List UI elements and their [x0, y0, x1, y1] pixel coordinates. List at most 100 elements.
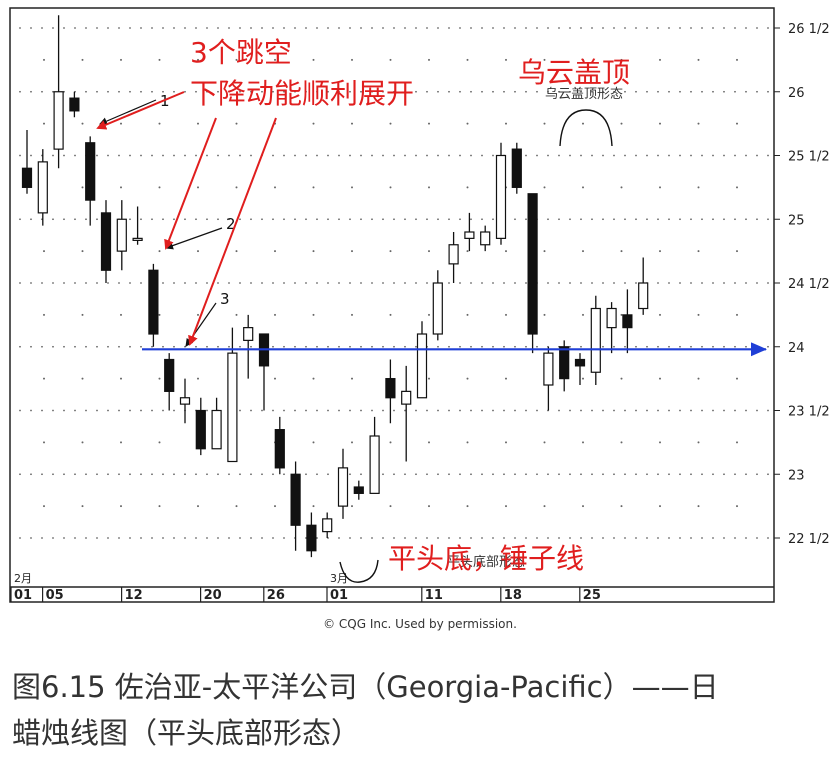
grid-dot	[613, 27, 615, 29]
grid-dot	[129, 90, 131, 93]
grid-dot	[745, 218, 747, 221]
candle-body-black	[527, 193, 538, 335]
candle-body-white	[322, 518, 333, 533]
grid-dot	[351, 122, 353, 125]
grid-dot	[525, 154, 527, 157]
grid-dot	[635, 218, 637, 221]
grid-dot	[140, 154, 142, 157]
grid-dot	[536, 409, 538, 412]
grid-dot	[393, 345, 395, 348]
grid-dot	[120, 505, 122, 508]
grid-dot	[283, 537, 285, 539]
grid-dot	[767, 282, 769, 284]
y-tick-label: 26	[788, 86, 805, 101]
grid-dot	[63, 473, 65, 476]
grid-dot	[162, 282, 164, 284]
grid-dot	[679, 345, 681, 348]
candle-body-white	[464, 231, 475, 239]
grid-dot	[312, 505, 315, 508]
grid-dot	[426, 473, 428, 476]
grid-dot	[250, 90, 252, 93]
grid-dot	[492, 27, 494, 29]
grid-dot	[459, 409, 461, 412]
grid-dot	[736, 377, 738, 380]
grid-dot	[173, 90, 175, 93]
grid-dot	[228, 537, 230, 539]
grid-dot	[536, 90, 538, 93]
grid-dot	[723, 409, 725, 412]
grid-dot	[52, 27, 54, 29]
grid-dot	[118, 537, 120, 539]
grid-dot	[19, 537, 21, 539]
grid-dot	[184, 90, 186, 93]
grid-dot	[151, 409, 153, 412]
grid-dot	[448, 282, 450, 284]
grid-dot	[679, 473, 681, 476]
grid-dot	[393, 409, 395, 412]
candle-body-white	[211, 409, 222, 450]
month-label: 3月	[330, 572, 348, 585]
grid-dot	[701, 345, 703, 348]
grid-dot	[525, 218, 527, 221]
grid-dot	[217, 218, 219, 221]
grid-dot	[466, 313, 469, 316]
grid-dot	[327, 27, 329, 29]
grid-dot	[63, 537, 65, 539]
grid-dot	[19, 282, 21, 284]
grid-dot	[283, 409, 285, 412]
grid-dot	[393, 154, 395, 157]
grid-dot	[697, 186, 700, 189]
x-tick-label: 01	[14, 588, 32, 603]
grid-dot	[437, 90, 439, 93]
grid-dot	[162, 473, 164, 476]
grid-dot	[371, 27, 373, 29]
grid-dot	[261, 473, 263, 476]
grid-dot	[338, 537, 340, 539]
y-tick-label: 23	[788, 468, 805, 483]
grid-dot	[316, 537, 318, 539]
grid-dot	[140, 27, 142, 29]
grid-dot	[96, 409, 98, 412]
grid-dot	[162, 537, 164, 539]
grid-dot	[448, 473, 450, 476]
grid-dot	[701, 218, 703, 221]
grid-dot	[481, 537, 483, 539]
grid-dot	[162, 154, 164, 157]
grid-dot	[162, 27, 164, 29]
candle-body-black	[353, 486, 364, 494]
grid-dot	[514, 218, 516, 221]
grid-dot	[151, 218, 153, 221]
grid-dot	[492, 218, 494, 221]
grid-dot	[389, 186, 392, 189]
grid-dot	[338, 154, 340, 157]
grid-dot	[525, 473, 527, 476]
grid-dot	[173, 409, 175, 412]
grid-dot	[404, 473, 406, 476]
grid-dot	[723, 27, 725, 29]
grid-dot	[30, 345, 32, 348]
grid-dot	[81, 122, 84, 125]
grid-dot	[235, 186, 238, 189]
grid-dot	[129, 537, 131, 539]
grid-dot	[217, 27, 219, 29]
candle-body-black	[622, 314, 633, 329]
dark-cloud-arc	[559, 109, 613, 147]
grid-dot	[195, 154, 197, 157]
grid-dot	[261, 218, 263, 221]
grid-dot	[668, 27, 670, 29]
grid-dot	[52, 154, 54, 157]
grid-dot	[195, 218, 197, 221]
grid-dot	[371, 90, 373, 93]
grid-dot	[734, 537, 736, 539]
grid-dot	[382, 537, 384, 539]
grid-dot	[81, 505, 84, 508]
grid-dot	[294, 409, 296, 412]
grid-dot	[428, 313, 430, 316]
grid-dot	[173, 218, 175, 221]
grid-dot	[349, 154, 351, 157]
grid-dot	[591, 282, 593, 284]
y-tick-label: 25	[788, 213, 805, 228]
grid-dot	[404, 409, 406, 412]
grid-dot	[30, 154, 32, 157]
